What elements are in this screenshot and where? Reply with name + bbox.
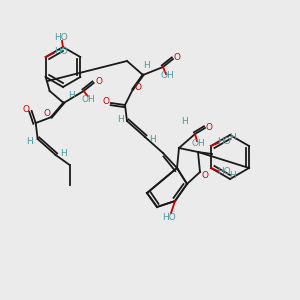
Text: O: O xyxy=(173,53,181,62)
Text: OH: OH xyxy=(160,71,174,80)
Text: O: O xyxy=(103,98,110,106)
Text: O: O xyxy=(22,104,29,113)
Text: OH: OH xyxy=(82,94,96,103)
Text: H: H xyxy=(144,61,150,70)
Text: O: O xyxy=(202,170,208,179)
Text: HO: HO xyxy=(54,46,68,56)
Text: HO: HO xyxy=(217,137,231,146)
Text: HO: HO xyxy=(217,167,231,176)
Text: H: H xyxy=(60,148,67,158)
Text: O: O xyxy=(95,77,102,86)
Text: H: H xyxy=(150,134,156,143)
Text: OH: OH xyxy=(191,139,205,148)
Text: O: O xyxy=(43,110,50,118)
Text: H: H xyxy=(68,91,75,100)
Text: HO: HO xyxy=(162,214,176,223)
Text: H: H xyxy=(230,172,236,181)
Text: O: O xyxy=(134,82,142,91)
Text: O: O xyxy=(206,122,212,131)
Text: H: H xyxy=(182,118,188,127)
Text: H: H xyxy=(118,115,124,124)
Text: HO: HO xyxy=(54,32,68,41)
Text: H: H xyxy=(230,134,236,142)
Text: H: H xyxy=(26,136,33,146)
